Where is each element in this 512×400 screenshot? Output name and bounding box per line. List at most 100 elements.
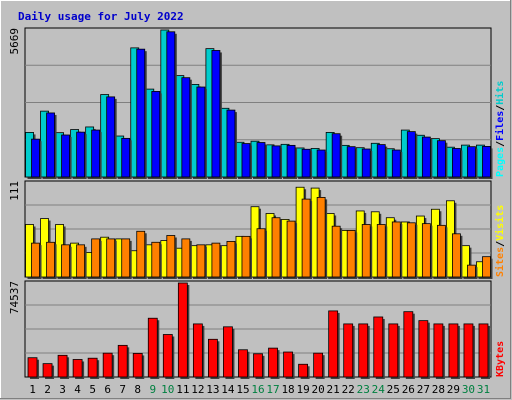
bar-files-day-16 xyxy=(256,142,266,178)
bar-kbytes-day-25 xyxy=(388,323,399,378)
bar-files-day-28 xyxy=(436,140,446,178)
bar-sites-day-9 xyxy=(151,241,161,278)
bar-files-day-23 xyxy=(361,148,371,178)
bar-kbytes-day-21 xyxy=(328,310,339,378)
bar-kbytes-day-2 xyxy=(42,363,53,378)
bar-kbytes-day-8 xyxy=(132,353,143,378)
chart-panels: 5669 Pages/Files/Hits 111 Sites/Visits 74537… xyxy=(8,27,506,379)
x-tick-label-day-9: 9 xyxy=(149,383,156,396)
bar-sites-day-7 xyxy=(121,238,131,278)
x-tick-label-day-16: 16 xyxy=(251,383,264,396)
x-tick-label-day-23: 23 xyxy=(357,383,370,396)
legend-item-sites: Sites xyxy=(494,247,506,277)
bar-sites-day-5 xyxy=(91,238,101,278)
bar-sites-day-17 xyxy=(271,217,281,278)
bar-files-day-19 xyxy=(301,148,311,178)
bar-files-day-10 xyxy=(166,31,176,178)
bar-files-day-3 xyxy=(61,134,70,178)
bar-kbytes-day-19 xyxy=(298,363,308,378)
panel-kbytes-scale-label: 74537 xyxy=(8,281,21,314)
x-tick-label-day-19: 19 xyxy=(296,383,309,396)
bar-files-day-17 xyxy=(271,145,281,178)
x-tick-label-day-3: 3 xyxy=(59,383,66,396)
x-tick-label-day-5: 5 xyxy=(89,383,96,396)
bar-files-day-5 xyxy=(91,129,101,178)
bar-kbytes-day-30 xyxy=(463,323,474,378)
bar-files-day-11 xyxy=(181,77,191,178)
x-tick-label-day-28: 28 xyxy=(432,383,445,396)
bar-kbytes-day-3 xyxy=(57,354,68,378)
x-tick-label-day-31: 31 xyxy=(477,383,490,396)
bar-kbytes-day-26 xyxy=(403,311,414,378)
bar-files-day-8 xyxy=(136,48,146,178)
x-tick-label-day-29: 29 xyxy=(447,383,460,396)
bar-kbytes-day-4 xyxy=(72,359,83,378)
x-tick-label-day-22: 22 xyxy=(342,383,355,396)
bar-sites-day-30 xyxy=(467,264,476,278)
x-tick-label-day-6: 6 xyxy=(104,383,111,396)
bar-sites-day-3 xyxy=(61,244,70,278)
bar-sites-day-8 xyxy=(136,230,146,278)
bar-sites-day-19 xyxy=(301,198,311,278)
bar-files-day-9 xyxy=(151,91,161,178)
x-tick-label-day-24: 24 xyxy=(372,383,386,396)
bar-sites-day-2 xyxy=(46,241,55,278)
bar-files-day-14 xyxy=(226,109,236,178)
bar-sites-day-20 xyxy=(316,196,326,278)
bar-kbytes-day-9 xyxy=(147,317,158,378)
panel-kbytes-legend: KBytes xyxy=(495,341,506,377)
bar-files-day-18 xyxy=(286,144,296,178)
bar-files-day-15 xyxy=(241,143,251,178)
x-tick-label-day-8: 8 xyxy=(134,383,141,396)
x-tick-label-day-2: 2 xyxy=(44,383,51,396)
bar-files-day-7 xyxy=(121,137,131,178)
panel-hits-files-pages-legend: Pages/Files/Hits xyxy=(494,81,506,177)
bar-sites-day-15 xyxy=(241,235,251,278)
bar-files-day-2 xyxy=(46,112,55,178)
chart-title: Daily usage for July 2022 xyxy=(18,10,184,23)
bar-kbytes-day-18 xyxy=(283,351,293,378)
bar-kbytes-day-5 xyxy=(87,357,98,378)
x-tick-label-day-12: 12 xyxy=(191,383,204,396)
bar-files-day-29 xyxy=(452,148,461,178)
bar-files-day-25 xyxy=(391,149,401,178)
bar-kbytes-day-28 xyxy=(433,323,444,378)
bar-sites-day-12 xyxy=(196,244,206,278)
bar-files-day-1 xyxy=(31,138,40,178)
panel-visits-sites-legend: Sites/Visits xyxy=(494,205,506,277)
bar-kbytes-day-1 xyxy=(27,357,38,378)
bar-files-day-12 xyxy=(196,86,206,178)
bar-files-day-31 xyxy=(482,146,491,178)
bar-kbytes-day-31 xyxy=(478,323,489,378)
bar-files-day-13 xyxy=(211,50,221,178)
bar-sites-day-16 xyxy=(256,228,266,278)
bar-kbytes-day-23 xyxy=(358,323,369,378)
bar-files-day-26 xyxy=(406,131,416,178)
bar-sites-day-25 xyxy=(391,221,401,278)
bar-files-day-24 xyxy=(376,144,386,178)
bar-kbytes-day-20 xyxy=(313,352,324,378)
legend-item-files: Files xyxy=(494,111,506,141)
x-axis-labels: 1 2 3 4 5 6 7 8 9 10 11 12 13 14 15 16 17 18 19 20 21 22 23 24 2… xyxy=(29,383,490,396)
bar-kbytes-day-6 xyxy=(102,352,113,378)
bar-kbytes-day-24 xyxy=(373,316,384,378)
bar-kbytes-day-13 xyxy=(208,338,218,378)
bar-files-day-6 xyxy=(106,96,116,178)
bar-kbytes-day-16 xyxy=(253,353,263,378)
bar-sites-day-26 xyxy=(406,222,416,278)
x-tick-label-day-26: 26 xyxy=(402,383,415,396)
bar-files-day-20 xyxy=(316,149,326,178)
panel-visits-sites-scale-label: 111 xyxy=(8,181,21,201)
bar-kbytes-day-10 xyxy=(162,334,173,378)
x-tick-label-day-17: 17 xyxy=(266,383,279,396)
bar-sites-day-14 xyxy=(226,241,236,278)
legend-item-hits: Hits xyxy=(494,81,506,105)
legend-item-kbytes: KBytes xyxy=(495,341,506,377)
x-tick-label-day-1: 1 xyxy=(29,383,36,396)
bar-kbytes-day-22 xyxy=(343,323,354,378)
x-tick-label-day-13: 13 xyxy=(206,383,219,396)
x-tick-label-day-15: 15 xyxy=(236,383,249,396)
panel-hits-files-pages: 5669 Pages/Files/Hits xyxy=(8,27,506,180)
panel-hits-files-pages-scale-label: 5669 xyxy=(8,28,21,55)
